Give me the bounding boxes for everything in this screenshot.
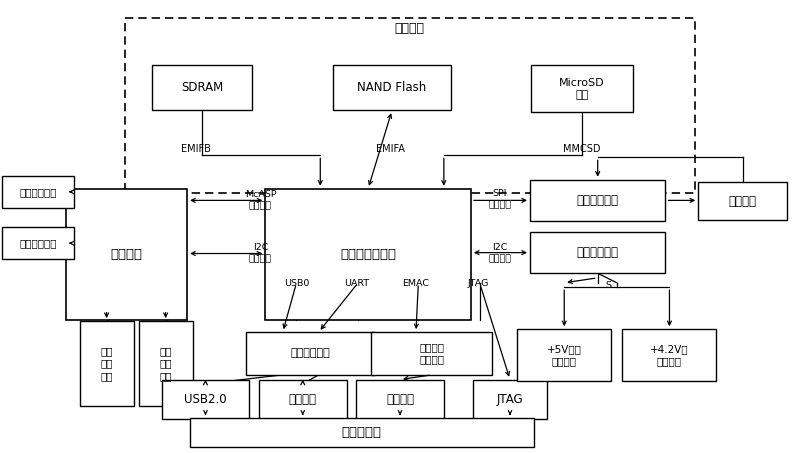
Text: McASP
数据通道: McASP 数据通道 [245, 190, 276, 211]
Text: 无线发射单元: 无线发射单元 [577, 194, 618, 207]
Text: 以太网络
收发芯片: 以太网络 收发芯片 [419, 342, 444, 365]
Bar [622, 329, 717, 381]
Text: 耳机
输出
接口: 耳机 输出 接口 [100, 346, 113, 381]
Text: USB2.0: USB2.0 [184, 393, 226, 406]
Text: MMCSD: MMCSD [563, 144, 601, 154]
Bar [79, 321, 134, 406]
Text: SDRAM: SDRAM [181, 82, 223, 94]
Bar [473, 380, 547, 419]
Bar [266, 189, 471, 320]
Text: JTAG: JTAG [467, 279, 489, 288]
Text: UART: UART [344, 279, 370, 288]
Bar [698, 182, 787, 221]
Text: I2C
控制通道: I2C 控制通道 [488, 243, 511, 263]
Text: +5V稳压
电源接口: +5V稳压 电源接口 [546, 344, 582, 366]
Bar [530, 180, 666, 221]
Bar [162, 380, 250, 419]
Bar [517, 329, 611, 381]
Text: I2C
控制通道: I2C 控制通道 [249, 243, 272, 264]
Bar [356, 380, 444, 419]
Text: 电源管理单元: 电源管理单元 [577, 246, 618, 259]
Text: 以太网口: 以太网口 [386, 393, 414, 406]
Text: 发射线圈: 发射线圈 [729, 195, 757, 208]
Bar [138, 321, 193, 406]
Text: 存储单元: 存储单元 [394, 22, 425, 35]
Text: 音频单元: 音频单元 [110, 248, 142, 261]
Text: 核心处理器单元: 核心处理器单元 [340, 248, 396, 261]
Bar [530, 232, 666, 273]
Bar [125, 19, 695, 193]
Bar [153, 65, 252, 111]
Text: JTAG: JTAG [497, 393, 523, 406]
Text: 外接计算机: 外接计算机 [342, 426, 382, 439]
Text: EMAC: EMAC [402, 279, 430, 288]
Text: 麦克输入接口: 麦克输入接口 [19, 187, 57, 197]
Bar [259, 380, 346, 419]
Bar [246, 332, 375, 375]
Text: S: S [606, 281, 612, 290]
Text: 线路输入接口: 线路输入接口 [19, 238, 57, 248]
Text: USB0: USB0 [284, 279, 309, 288]
Bar [2, 176, 74, 207]
Bar [66, 189, 187, 320]
Text: EMIFB: EMIFB [181, 144, 211, 154]
Bar [530, 65, 633, 112]
Bar [371, 332, 493, 375]
Bar [333, 65, 451, 111]
Text: MicroSD
接口: MicroSD 接口 [559, 77, 605, 100]
Bar [2, 227, 74, 259]
Text: 异步串口: 异步串口 [289, 393, 317, 406]
Text: NAND Flash: NAND Flash [358, 82, 426, 94]
Text: 线路
输出
接口: 线路 输出 接口 [159, 346, 172, 381]
Text: EMIFA: EMIFA [376, 144, 405, 154]
Text: 电平转换芯片: 电平转换芯片 [291, 348, 330, 358]
Bar [190, 418, 534, 447]
Text: SPI
调制信号: SPI 调制信号 [488, 189, 511, 210]
Text: +4.2V锂
电池接口: +4.2V锂 电池接口 [650, 344, 689, 366]
